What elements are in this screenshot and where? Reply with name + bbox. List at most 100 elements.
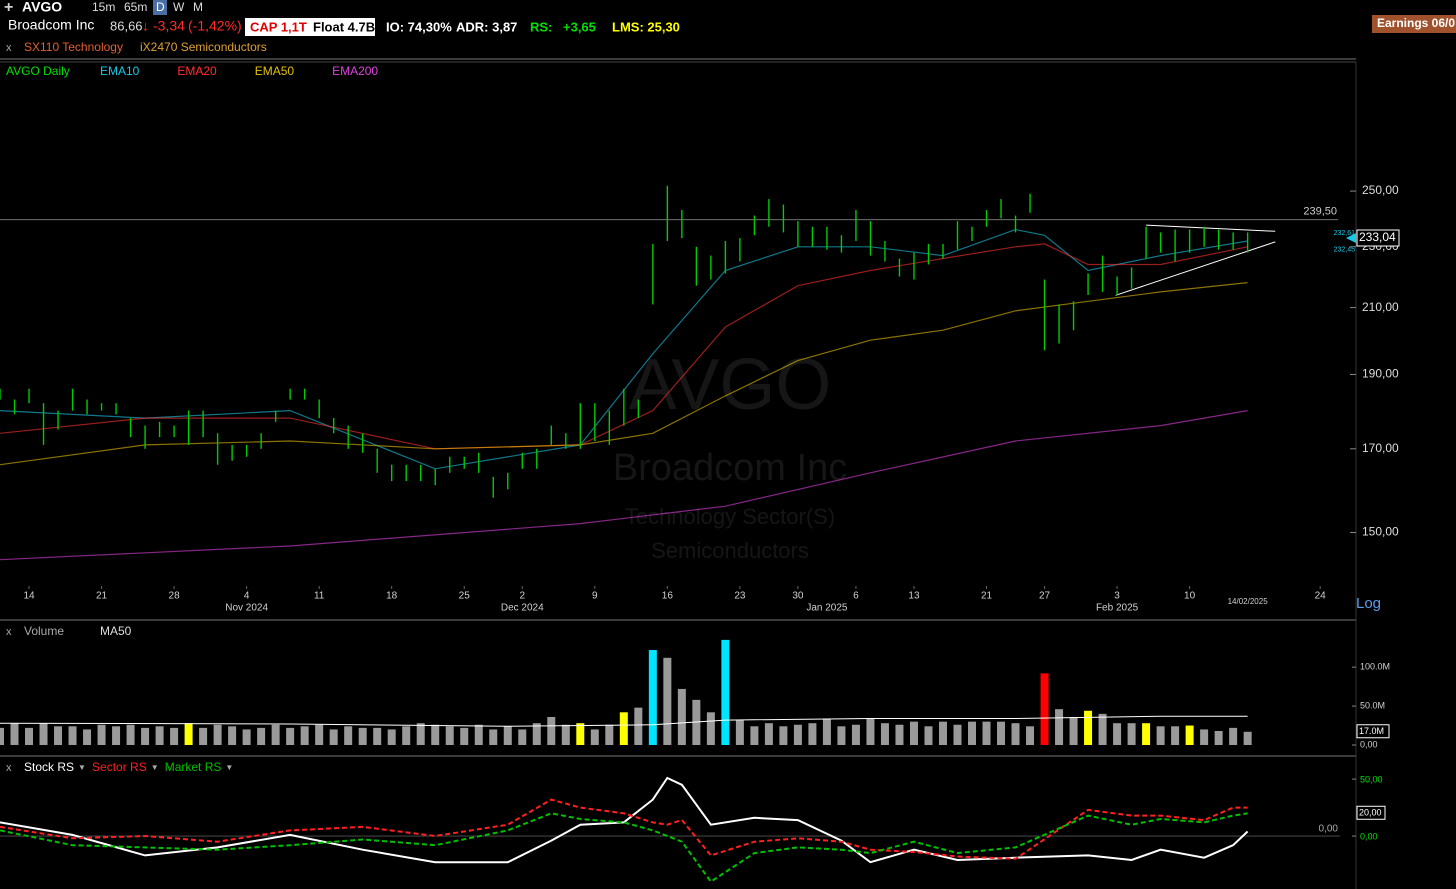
watermark: Technology Sector(S) <box>625 504 835 529</box>
volume-bar <box>184 723 193 745</box>
x-tick-label: 24 <box>1315 591 1327 602</box>
volume-bar <box>576 723 585 745</box>
volume-bar <box>10 723 19 745</box>
close-button[interactable]: x <box>6 42 12 54</box>
rs-label: RS: <box>530 19 552 34</box>
x-tick-label: 9 <box>592 591 598 602</box>
interval[interactable]: 65m <box>124 0 147 14</box>
volume-bar <box>228 726 237 745</box>
volume-bar <box>1026 726 1035 745</box>
volume-bar <box>561 724 570 745</box>
interval[interactable]: W <box>173 0 185 14</box>
x-tick-label: 18 <box>386 591 398 602</box>
interval[interactable]: M <box>193 0 203 14</box>
legend-entry: Market RS <box>165 760 222 774</box>
volume-bar <box>968 721 977 745</box>
volume-bar <box>938 721 947 745</box>
interval[interactable]: D <box>156 0 165 14</box>
volume-bar <box>1200 729 1209 745</box>
volume-bar <box>1113 723 1122 745</box>
volume-bar <box>83 729 92 745</box>
volume-bar <box>97 724 106 745</box>
ma-legend: MA50 <box>100 624 132 638</box>
volume-bar <box>54 726 63 745</box>
industry-link[interactable]: iX2470 Semiconductors <box>140 40 267 54</box>
last-price-marker <box>1346 233 1356 244</box>
y-tick-label: 250,00 <box>1362 183 1399 197</box>
symbol[interactable]: AVGO <box>22 0 62 15</box>
close-button[interactable]: x <box>6 626 12 638</box>
volume-bar <box>895 724 904 745</box>
ema-line <box>0 282 1248 466</box>
volume-bar <box>315 724 324 745</box>
volume-bar <box>112 726 121 745</box>
last-volume-label: 17.0M <box>1359 726 1384 736</box>
volume-bar <box>997 721 1006 745</box>
x-tick-label: 3 <box>1114 591 1120 602</box>
price: 86,66 <box>110 18 143 33</box>
last-rs-box <box>1356 805 1386 820</box>
x-tick-label: 11 <box>314 591 325 602</box>
volume-bar <box>286 727 295 745</box>
close-button[interactable]: x <box>6 762 12 774</box>
rs-value: +3,65 <box>563 19 596 34</box>
volume-bar <box>924 726 933 745</box>
volume-bar <box>271 724 280 745</box>
add-icon[interactable]: + <box>4 0 13 16</box>
volume-bar <box>387 729 396 745</box>
month-label: Jan 2025 <box>806 603 848 614</box>
y-tick-label: 0,00 <box>1360 831 1378 841</box>
last-rs-label: 20,00 <box>1359 808 1382 818</box>
ema-line <box>0 410 1248 561</box>
volume-bar <box>126 724 135 745</box>
volume-bar <box>1040 673 1049 745</box>
rs-legend: Stock RS ▼ Sector RS ▼ Market RS ▼ <box>24 760 233 774</box>
volume-bar <box>648 650 657 745</box>
x-tick-label: 23 <box>734 591 746 602</box>
interval[interactable]: 15m <box>92 0 115 14</box>
volume-bar <box>199 727 208 745</box>
volume-bar <box>590 729 599 745</box>
legend-entry: EMA10 <box>100 64 140 78</box>
volume-bar <box>445 726 454 745</box>
volume-legend: Volume <box>24 624 64 638</box>
x-tick-label: 30 <box>792 591 804 602</box>
change-pct: (-1,42%) <box>188 18 242 34</box>
volume-bar <box>721 639 730 745</box>
volume-bar <box>808 723 817 745</box>
volume-bar <box>1084 710 1093 745</box>
watermark: Broadcom Inc <box>613 447 847 489</box>
volume-bar <box>532 723 541 745</box>
lms: LMS: 25,30 <box>612 19 680 34</box>
volume-bar <box>460 727 469 745</box>
volume-bar <box>750 726 759 745</box>
volume-bar <box>764 723 773 745</box>
volume-bar <box>503 726 512 745</box>
x-tick-label: 21 <box>96 591 108 602</box>
volume-bar <box>373 727 382 745</box>
date-label: 14/02/2025 <box>1228 597 1269 606</box>
sector-link[interactable]: SX110 Technology <box>24 40 123 54</box>
x-tick-label: 2 <box>519 591 525 602</box>
volume-bar <box>634 707 643 745</box>
volume-bar <box>1229 727 1238 745</box>
legend-menu: ▼ <box>151 763 159 772</box>
volume-bar <box>344 726 353 745</box>
level-label: 239,50 <box>1303 206 1337 218</box>
month-label: Feb 2025 <box>1096 603 1139 614</box>
float: Float 4.7B <box>313 19 375 34</box>
x-tick-label: 4 <box>244 591 250 602</box>
volume-bar <box>779 726 788 745</box>
interval-active <box>153 0 167 15</box>
volume-bar <box>880 723 889 745</box>
scale-toggle[interactable]: Log <box>1356 595 1381 612</box>
volume-bar <box>1171 726 1180 745</box>
volume-bar <box>242 729 251 745</box>
y-tick-label: 100.0M <box>1360 662 1390 672</box>
volume-bar <box>706 712 715 745</box>
x-tick-label: 6 <box>853 591 859 602</box>
io: IO: 74,30% <box>386 19 452 34</box>
volume-bar <box>474 724 483 745</box>
volume-bar <box>1127 723 1136 745</box>
